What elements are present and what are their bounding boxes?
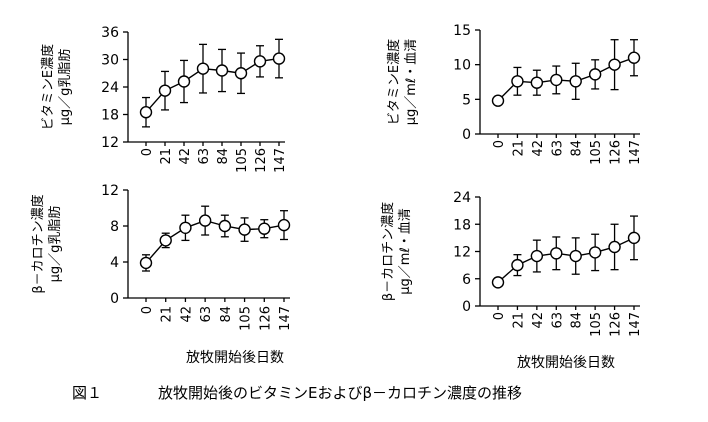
x-tick-label: 147 (273, 148, 288, 173)
x-tick-label: 21 (159, 148, 174, 165)
data-point (550, 73, 563, 87)
data-point (627, 231, 641, 245)
data-point (177, 75, 191, 88)
y-tick-label: 6 (462, 272, 471, 288)
y-tick-label: 8 (110, 219, 119, 235)
x-tick-label: 84 (219, 306, 234, 323)
y-tick-label: 4 (110, 255, 119, 271)
data-point (588, 68, 602, 81)
x-tick-label: 126 (254, 148, 269, 173)
x-tick-label: 0 (492, 312, 507, 320)
y-tick-label: 0 (462, 299, 471, 315)
data-point (627, 51, 641, 64)
data-point (139, 256, 153, 270)
y-tick-label: 0 (110, 291, 119, 307)
data-point (179, 221, 192, 235)
data-point (253, 55, 267, 68)
data-point (530, 76, 544, 89)
data-point (238, 223, 251, 236)
y-tick-label: 18 (101, 108, 119, 124)
data-point (550, 247, 563, 260)
x-tick-label: 147 (628, 140, 643, 165)
data-point (569, 249, 582, 263)
data-point (277, 218, 291, 232)
figure-number: 図１ (72, 384, 102, 402)
data-point (569, 75, 582, 88)
data-point (139, 106, 153, 119)
y-axis-label: μg／g乳脂肪 (57, 49, 73, 126)
chart-vitamin-e-serum: 0 5 10 15 0 21 42 63 84 105 126 147 ビタミンE濃度 μg／mℓ・血清 (386, 23, 643, 165)
y-axis-label: β－カロチン濃度 (30, 194, 46, 293)
data-point (511, 75, 524, 88)
y-tick-label: 10 (453, 58, 471, 74)
data-point (511, 258, 524, 272)
data-point (588, 246, 602, 259)
x-tick-label: 126 (609, 140, 624, 165)
data-point (196, 62, 210, 75)
x-tick-label: 0 (140, 306, 155, 314)
data-point (258, 222, 271, 235)
y-tick-label: 12 (453, 245, 471, 261)
data-point (530, 249, 544, 263)
x-tick-label: 21 (511, 140, 526, 157)
x-tick-label: 0 (140, 148, 155, 156)
y-axis-label: β－カロチン濃度 (380, 202, 396, 301)
x-tick-label: 147 (628, 312, 643, 337)
y-tick-label: 18 (453, 217, 471, 233)
y-axis-label: ビタミンE濃度 (386, 39, 402, 125)
x-tick-label: 42 (178, 148, 193, 165)
data-point (198, 214, 212, 227)
x-tick-label: 105 (239, 306, 254, 331)
data-point (234, 67, 248, 80)
x-tick-label: 21 (160, 306, 175, 323)
chart-beta-carotene-milk-fat: 0 4 8 12 0 21 42 63 84 105 126 147 β－カロチン濃度 μg／g乳脂肪 (30, 183, 293, 331)
data-point (491, 94, 505, 107)
data-point (608, 240, 621, 254)
x-tick-label: 84 (570, 312, 585, 329)
x-tick-label: 126 (609, 312, 624, 337)
x-tick-label: 63 (197, 148, 212, 165)
y-tick-label: 15 (453, 23, 471, 39)
x-tick-label: 21 (511, 312, 526, 329)
data-point (608, 58, 621, 71)
chart-vitamin-e-milk-fat: 12 18 24 30 36 0 21 42 63 84 105 126 147 ビタミンE濃度 μg／g乳… (40, 25, 288, 173)
x-tick-label: 63 (550, 140, 565, 157)
x-tick-label: 42 (531, 140, 546, 157)
y-axis-label: μg／mℓ・血清 (398, 208, 413, 295)
y-tick-label: 12 (101, 135, 119, 151)
y-tick-label: 30 (101, 53, 119, 69)
data-point (218, 219, 232, 233)
x-tick-label: 42 (179, 306, 194, 323)
data-point (158, 84, 172, 97)
x-tick-label: 63 (199, 306, 214, 323)
y-tick-label: 5 (462, 92, 471, 108)
x-axis-label-right: 放牧開始後日数 (517, 355, 615, 371)
y-tick-label: 24 (101, 80, 119, 96)
y-tick-label: 24 (453, 190, 471, 206)
x-axis-label-left: 放牧開始後日数 (186, 350, 284, 366)
figure-caption: 放牧開始後のビタミンEおよびβ－カロチン濃度の推移 (158, 384, 522, 402)
x-tick-label: 147 (278, 306, 293, 331)
x-tick-label: 105 (589, 312, 604, 337)
x-tick-label: 105 (235, 148, 250, 173)
data-point (272, 52, 286, 65)
y-tick-label: 12 (101, 183, 119, 199)
x-tick-label: 42 (531, 312, 546, 329)
x-tick-label: 126 (258, 306, 273, 331)
data-point (491, 276, 505, 289)
data-point (159, 234, 172, 247)
x-tick-label: 84 (570, 140, 585, 157)
y-tick-label: 0 (462, 127, 471, 143)
y-tick-label: 36 (101, 25, 119, 41)
y-axis-label: ビタミンE濃度 (40, 44, 56, 130)
x-tick-label: 63 (550, 312, 565, 329)
data-point (215, 64, 229, 77)
x-tick-label: 0 (492, 140, 507, 148)
x-tick-label: 84 (216, 148, 231, 165)
y-axis-label: μg／g乳脂肪 (47, 206, 63, 283)
y-axis-label: μg／mℓ・血清 (404, 39, 419, 126)
x-tick-label: 105 (589, 140, 604, 165)
chart-beta-carotene-serum: 0 6 12 18 24 0 21 42 63 84 105 126 147 β－カロチン濃度 μg／mℓ・… (380, 190, 643, 337)
